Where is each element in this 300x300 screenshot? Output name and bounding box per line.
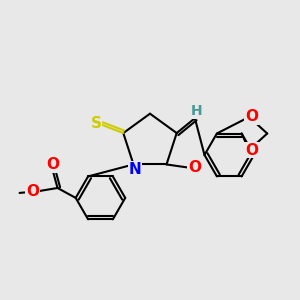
Text: O: O bbox=[26, 184, 39, 199]
Text: O: O bbox=[245, 110, 258, 124]
Text: S: S bbox=[90, 116, 101, 131]
Text: O: O bbox=[245, 142, 258, 158]
Text: O: O bbox=[188, 160, 201, 175]
Text: N: N bbox=[129, 162, 142, 177]
Text: O: O bbox=[46, 158, 59, 172]
Text: H: H bbox=[191, 104, 202, 118]
